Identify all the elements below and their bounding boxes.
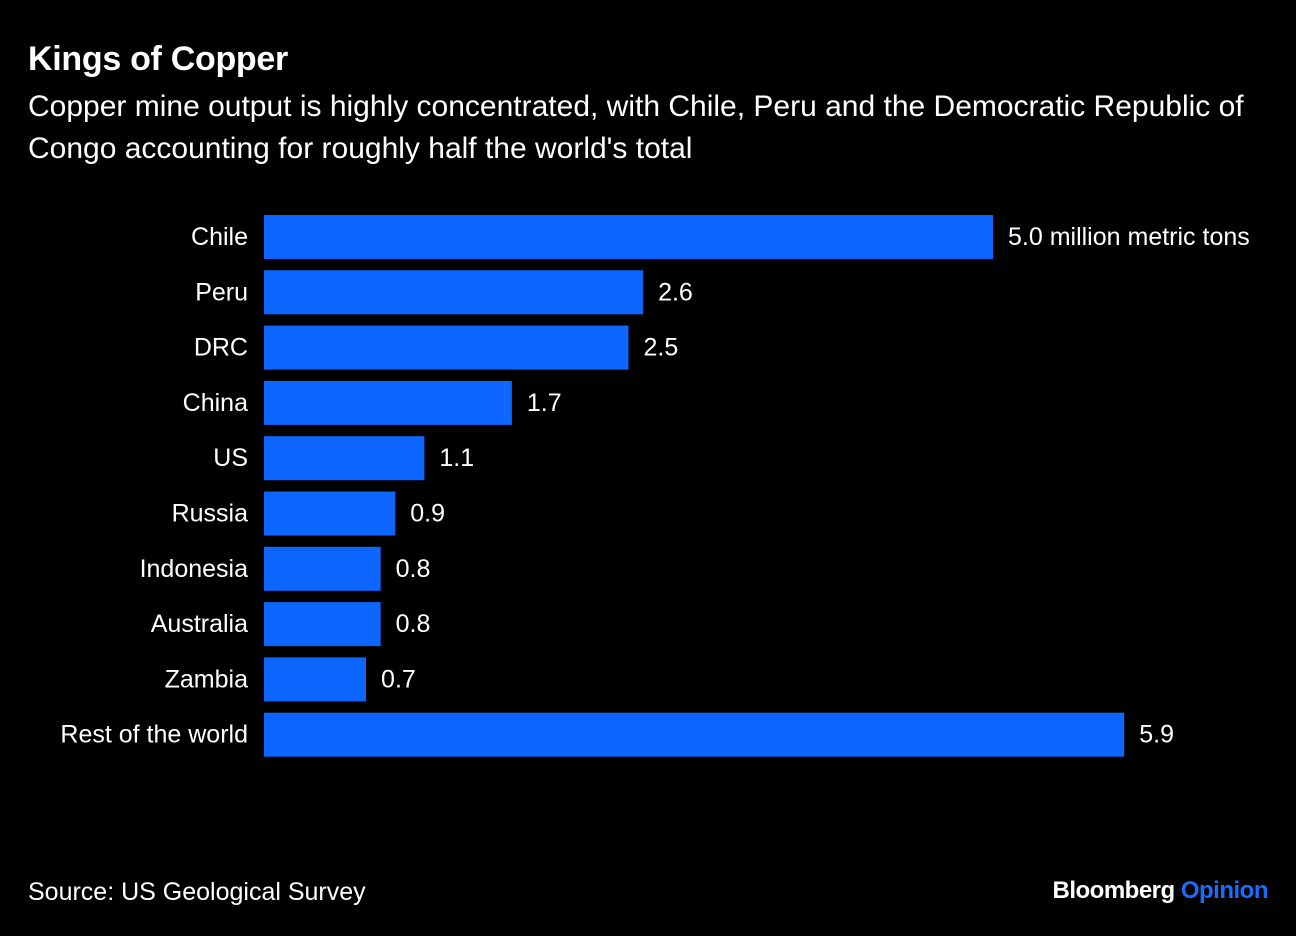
source-note: Source: US Geological Survey xyxy=(28,878,366,906)
category-label-us: US xyxy=(213,444,248,472)
bar-us xyxy=(264,436,425,481)
bar-russia xyxy=(264,491,396,536)
value-label-russia: 0.9 xyxy=(410,500,445,528)
value-label-china: 1.7 xyxy=(527,389,562,417)
chart-subtitle: Copper mine output is highly concentrate… xyxy=(28,90,1244,165)
category-label-australia: Australia xyxy=(151,610,248,638)
value-label-drc: 2.5 xyxy=(644,334,679,362)
value-label-us: 1.1 xyxy=(439,444,474,472)
category-label-drc: DRC xyxy=(194,334,248,362)
value-label-rest-of-the-world: 5.9 xyxy=(1139,721,1174,749)
brand-logo: Bloomberg Opinion xyxy=(1053,877,1269,905)
category-label-indonesia: Indonesia xyxy=(140,555,249,583)
bar-drc xyxy=(264,325,629,370)
bar-rest-of-the-world xyxy=(264,712,1125,757)
value-label-peru: 2.6 xyxy=(658,278,693,306)
brand-name: Bloomberg xyxy=(1052,877,1176,904)
value-label-zambia: 0.7 xyxy=(381,665,416,693)
value-label-australia: 0.8 xyxy=(396,610,431,638)
bar-china xyxy=(264,380,512,425)
category-label-chile: Chile xyxy=(191,223,248,251)
value-label-indonesia: 0.8 xyxy=(396,555,431,583)
bar-australia xyxy=(264,602,381,647)
category-label-rest-of-the-world: Rest of the world xyxy=(60,721,248,749)
category-label-china: China xyxy=(183,389,248,417)
category-label-russia: Russia xyxy=(172,500,249,528)
bar-peru xyxy=(264,270,644,315)
value-label-chile: 5.0 million metric tons xyxy=(1008,223,1250,251)
bar-chart: Chile 5.0 million metric tons Peru 2.6 DRC 2.… xyxy=(60,215,1250,757)
bar-chile xyxy=(264,215,993,259)
bar-indonesia xyxy=(264,546,381,591)
brand-section: Opinion xyxy=(1180,877,1269,904)
bar-zambia xyxy=(264,657,367,702)
category-label-peru: Peru xyxy=(195,278,248,306)
category-label-zambia: Zambia xyxy=(165,665,248,693)
chart-title: Kings of Copper xyxy=(28,40,288,78)
